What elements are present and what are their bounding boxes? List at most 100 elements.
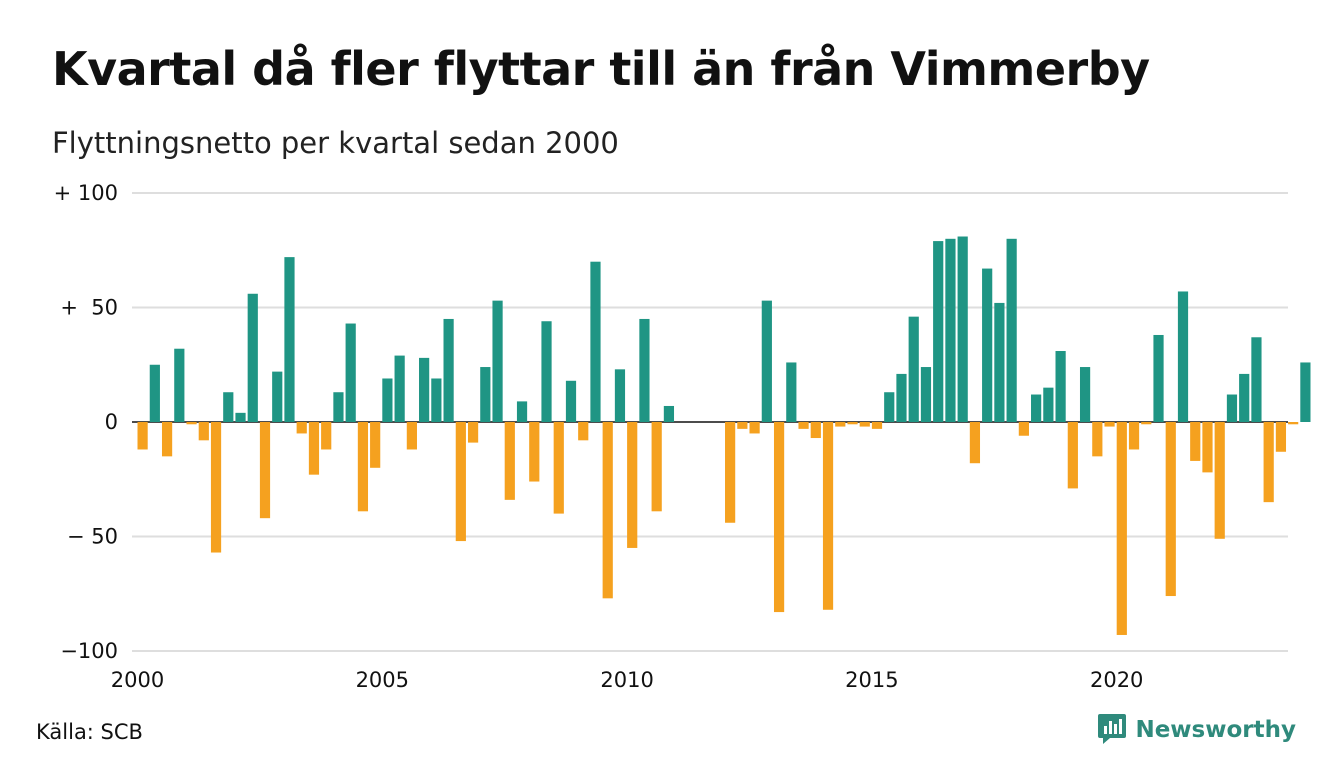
bar-positive: [382, 378, 393, 422]
bar-positive: [663, 405, 675, 422]
y-tick-label: 0: [105, 410, 118, 434]
bar-negative: [1018, 422, 1029, 436]
bar-positive: [1226, 394, 1238, 422]
bar-positive: [223, 392, 234, 422]
bar-negative: [406, 422, 417, 450]
chart-title: Kvartal då fler flyttar till än från Vim…: [52, 42, 1150, 96]
bar-negative: [798, 422, 809, 429]
x-tick-label: 2020: [1090, 668, 1143, 692]
bar-negative: [1128, 422, 1140, 450]
bar-negative: [1165, 422, 1176, 597]
bar-positive: [786, 362, 797, 422]
bar-positive: [492, 300, 503, 422]
bar-positive: [957, 236, 968, 422]
source-note: Källa: SCB: [36, 720, 143, 744]
bar-negative: [1288, 422, 1299, 425]
bar-positive: [1153, 334, 1164, 422]
bar-negative: [1275, 422, 1287, 452]
bar-positive: [896, 373, 907, 422]
bar-negative: [137, 422, 148, 450]
bar-positive: [994, 302, 1005, 422]
brand-name: Newsworthy: [1135, 717, 1296, 743]
bar-negative: [835, 422, 846, 427]
bar-negative: [259, 422, 271, 519]
bar-negative: [810, 422, 821, 439]
bar-positive: [284, 257, 295, 422]
bar-negative: [370, 422, 381, 468]
bar-positive: [1177, 291, 1189, 422]
bar-negative: [186, 422, 197, 425]
y-tick-label: − 50: [67, 525, 118, 549]
bar-positive: [565, 380, 577, 422]
bar-positive: [1055, 351, 1066, 422]
bar-positive: [1239, 373, 1250, 422]
bar-positive: [908, 316, 919, 422]
y-tick-label: + 100: [54, 181, 118, 205]
bar-positive: [235, 412, 246, 422]
bar-negative: [161, 422, 173, 457]
bar-negative: [1214, 422, 1225, 539]
bar-positive: [272, 371, 283, 422]
bar-positive: [174, 348, 185, 422]
bar-negative: [1190, 422, 1201, 461]
y-axis-tick-labels: + 100 + 50 0 − 50 −100: [54, 181, 118, 663]
bar-negative: [1263, 422, 1274, 503]
bar-negative: [321, 422, 332, 450]
bar-positive: [1031, 394, 1042, 422]
bar-negative: [467, 422, 479, 443]
bar-positive: [920, 367, 932, 422]
bars: [137, 236, 1311, 635]
x-tick-label: 2015: [845, 668, 898, 692]
bar-positive: [149, 364, 160, 422]
chart-subtitle: Flyttningsnetto per kvartal sedan 2000: [52, 126, 619, 160]
bar-negative: [1116, 422, 1127, 635]
bar-positive: [1006, 238, 1017, 422]
bar-positive: [333, 392, 344, 422]
bar-negative: [749, 422, 760, 434]
bar-negative: [1067, 422, 1078, 489]
bar-positive: [443, 318, 454, 422]
bar-negative: [357, 422, 369, 512]
bar-positive: [933, 241, 944, 422]
x-tick-label: 2010: [600, 668, 653, 692]
bar-positive: [247, 293, 258, 422]
bar-negative: [822, 422, 834, 610]
bar-positive: [590, 261, 601, 422]
bar-positive: [982, 268, 993, 422]
brand-logo[interactable]: Newsworthy: [1097, 712, 1296, 748]
bar-negative: [773, 422, 785, 613]
bar-negative: [553, 422, 564, 514]
bar-positive: [761, 300, 772, 422]
bar-negative: [627, 422, 638, 548]
y-tick-label: −100: [60, 639, 118, 663]
bar-negative: [198, 422, 209, 441]
bar-negative: [296, 422, 307, 434]
x-tick-label: 2005: [356, 668, 409, 692]
bar-positive: [639, 318, 650, 422]
bar-negative: [455, 422, 466, 542]
newsworthy-chart-logo-icon: [1097, 712, 1127, 748]
bar-positive: [541, 321, 552, 422]
bar-negative: [1104, 422, 1115, 427]
bar-negative: [529, 422, 540, 482]
bar-negative: [1141, 422, 1152, 425]
bar-positive: [419, 357, 430, 422]
bar-positive: [945, 238, 956, 422]
bar-positive: [614, 369, 626, 422]
bar-positive: [1043, 387, 1054, 422]
bar-negative: [210, 422, 222, 553]
bar-negative: [602, 422, 613, 599]
bar-positive: [431, 378, 442, 422]
bar-negative: [504, 422, 515, 500]
bar-positive: [394, 355, 405, 422]
bar-negative: [725, 422, 736, 523]
bar-negative: [859, 422, 870, 427]
bar-positive: [1300, 362, 1311, 422]
bar-negative: [847, 422, 858, 425]
bar-positive: [345, 323, 356, 422]
bar-positive: [884, 392, 895, 422]
x-tick-label: 2000: [111, 668, 164, 692]
bar-positive: [1251, 337, 1262, 422]
bar-negative: [578, 422, 589, 441]
